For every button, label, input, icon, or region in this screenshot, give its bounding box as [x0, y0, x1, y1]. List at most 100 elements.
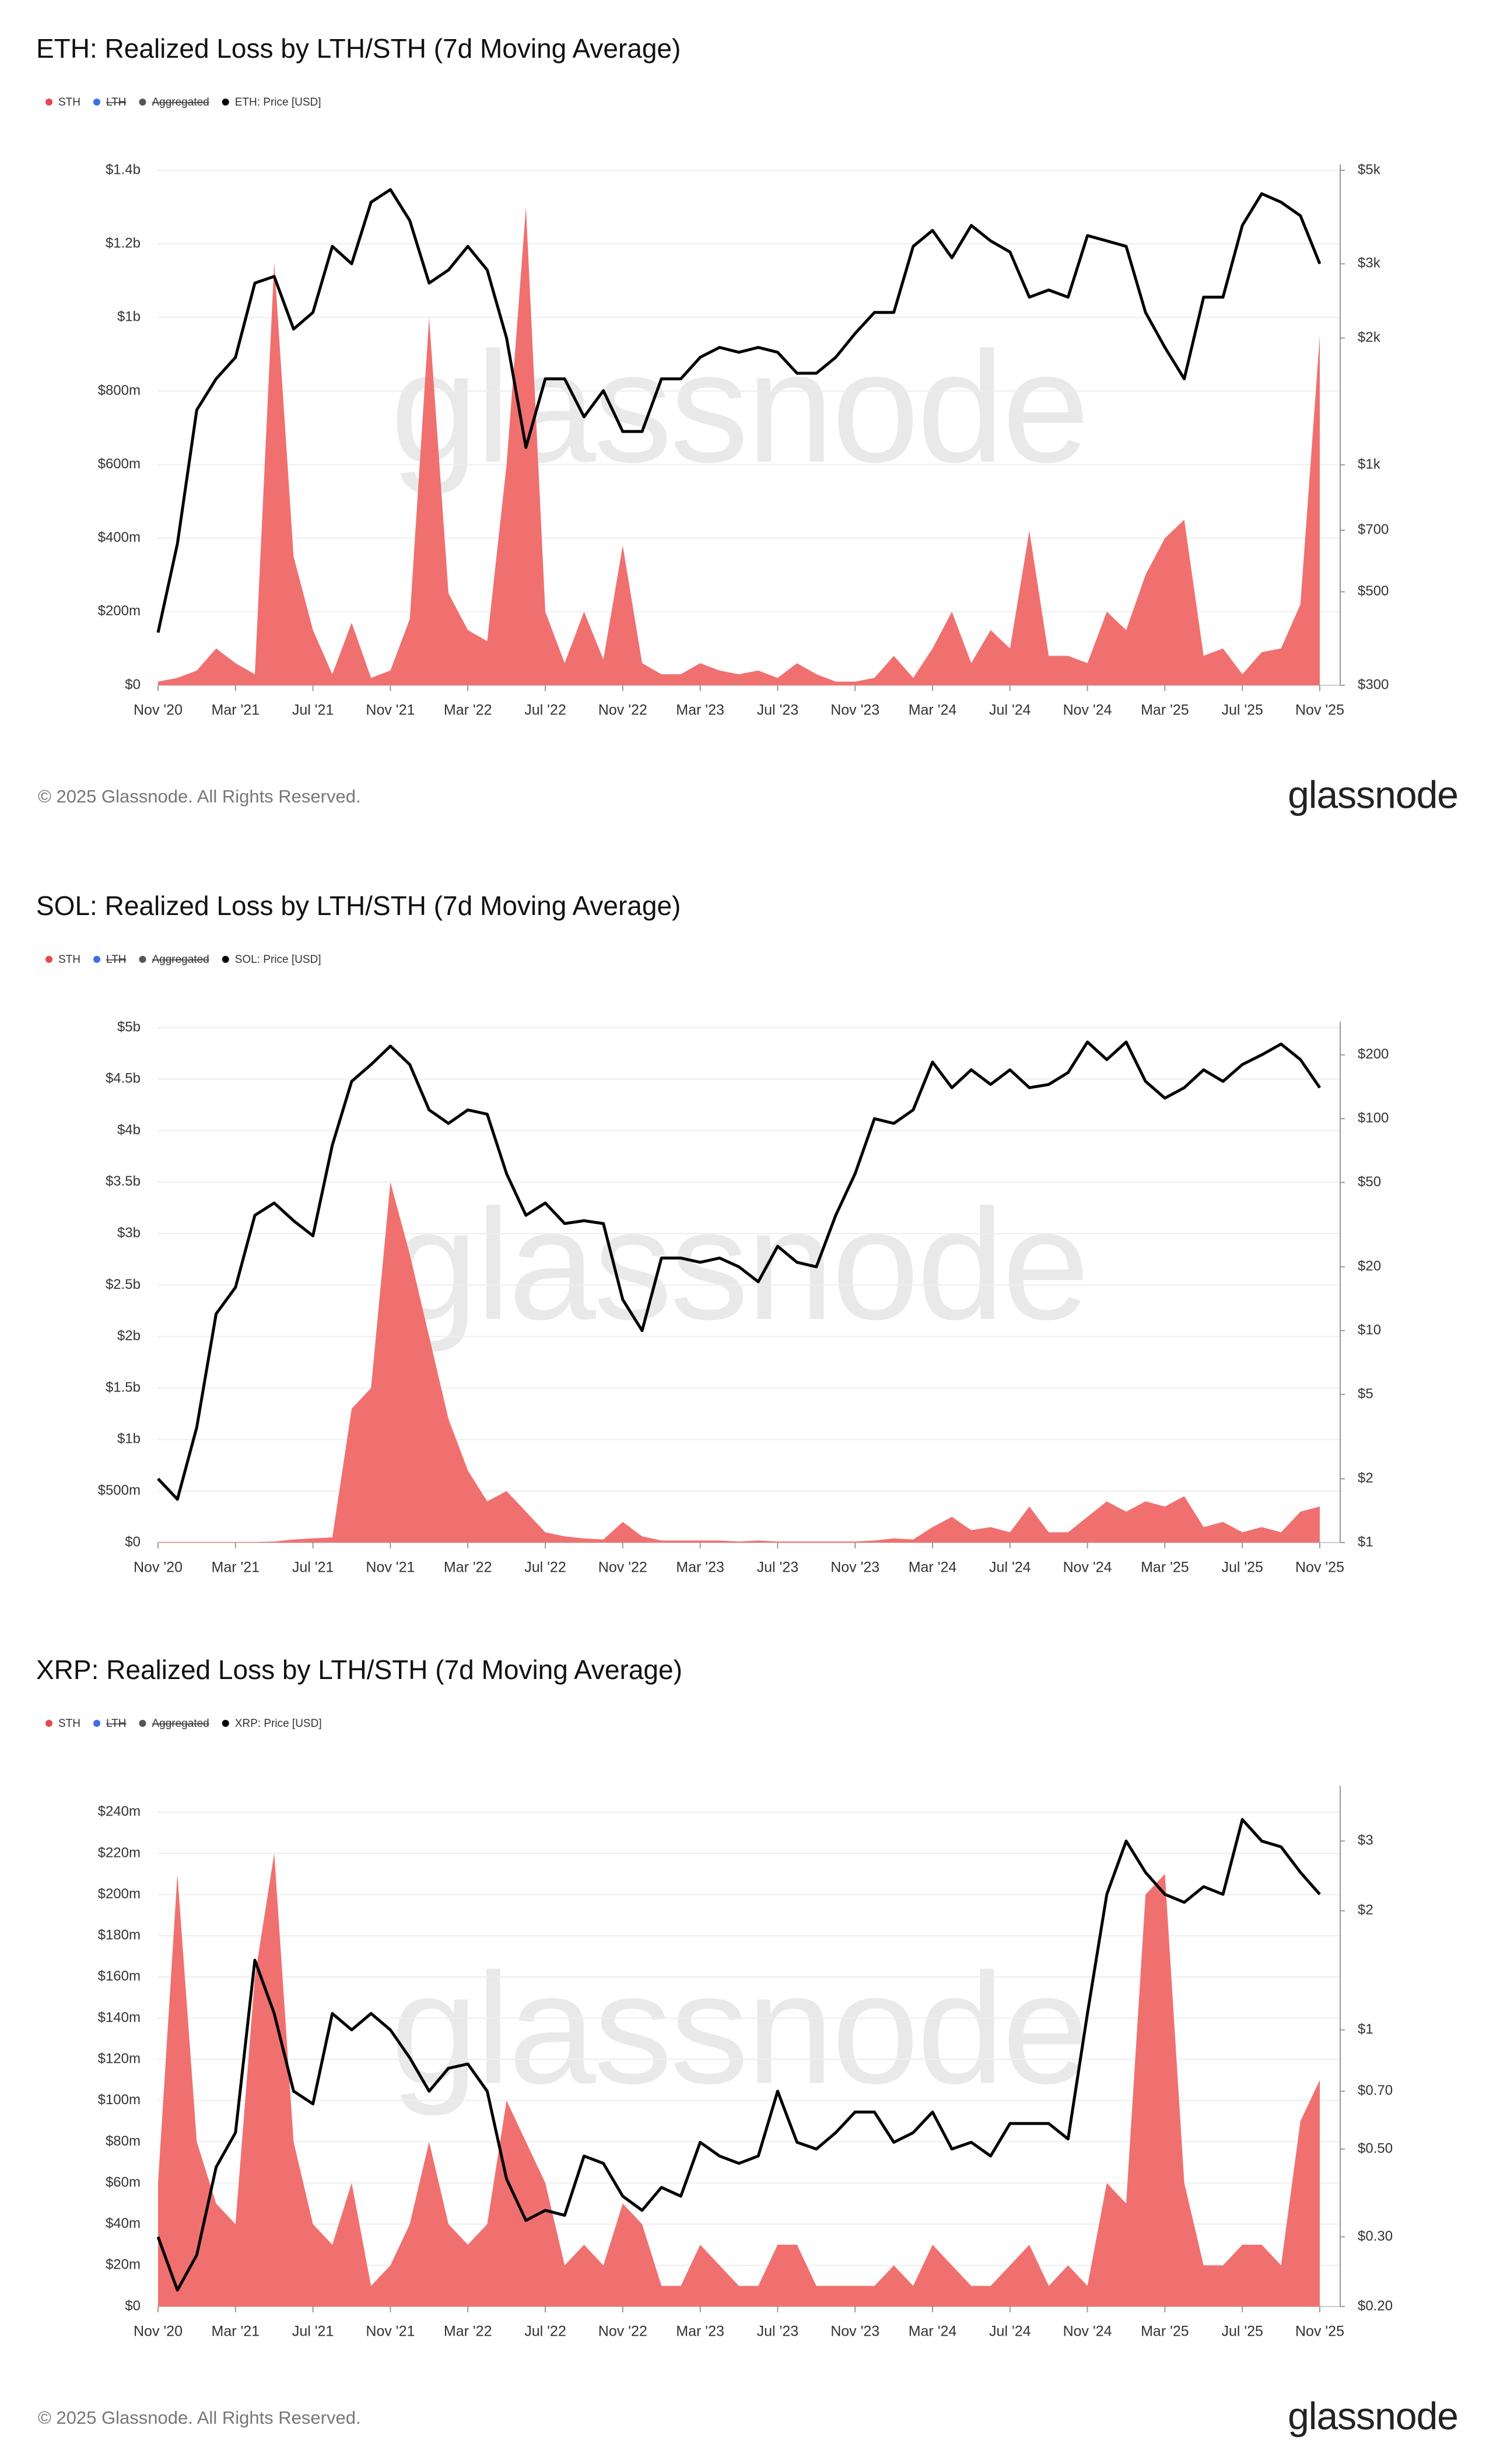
legend-marker — [45, 99, 52, 106]
x-tick-label: Mar '23 — [676, 2323, 724, 2340]
y2-tick-label: $50 — [1358, 1174, 1381, 1190]
y2-tick-label: $5k — [1358, 162, 1381, 177]
legend-marker — [139, 956, 146, 963]
y2-tick-label: $1 — [1358, 2021, 1373, 2037]
y-tick-label: $100m — [98, 2092, 141, 2108]
watermark: glassnode — [391, 1941, 1088, 2117]
chart-title: SOL: Realized Loss by LTH/STH (7d Moving… — [36, 891, 681, 921]
y-tick-label: $140m — [98, 2010, 141, 2025]
y-tick-label: $120m — [98, 2051, 141, 2067]
x-tick-label: Mar '24 — [909, 2323, 957, 2340]
legend-label: ETH: Price [USD] — [235, 96, 321, 108]
x-tick-label: Mar '23 — [676, 1559, 724, 1576]
y2-tick-label: $0.30 — [1358, 2228, 1393, 2244]
line-series — [156, 188, 1322, 633]
x-tick-label: Jul '25 — [1221, 1559, 1263, 1576]
x-tick-label: Jul '24 — [989, 1559, 1031, 1576]
x-tick-label: Nov '25 — [1295, 1559, 1344, 1576]
legend-marker — [222, 956, 229, 963]
y-tick-label: $3.5b — [106, 1173, 141, 1189]
y-tick-label: $40m — [106, 2216, 141, 2231]
y-tick-label: $200m — [98, 1886, 141, 1902]
x-tick-label: Mar '21 — [212, 702, 260, 718]
x-tick-label: Jul '25 — [1221, 2323, 1263, 2340]
x-tick-label: Mar '22 — [444, 1559, 492, 1576]
y-tick-label: $4.5b — [106, 1071, 141, 1086]
legend-label: SOL: Price [USD] — [235, 954, 321, 966]
x-tick-label: Mar '25 — [1141, 2323, 1189, 2340]
x-tick-label: Nov '20 — [134, 1559, 183, 1576]
legend-marker — [139, 1720, 146, 1727]
legend-marker — [45, 956, 52, 963]
x-tick-label: Jul '22 — [524, 1559, 566, 1576]
legend-label: XRP: Price [USD] — [235, 1718, 322, 1730]
x-tick-label: Jul '21 — [292, 1559, 334, 1576]
area-series — [158, 207, 1320, 686]
y2-tick-label: $0.50 — [1358, 2140, 1393, 2156]
y-tick-label: $1.4b — [106, 162, 141, 177]
y-tick-label: $0 — [125, 2298, 141, 2314]
x-tick-label: Nov '23 — [830, 2323, 879, 2340]
brand-logo: glassnode — [1288, 2394, 1458, 2437]
legend-marker — [93, 956, 100, 963]
x-tick-label: Mar '25 — [1141, 1559, 1189, 1576]
y2-tick-label: $2k — [1358, 330, 1381, 345]
y2-tick-label: $0.70 — [1358, 2083, 1393, 2098]
chart-title: XRP: Realized Loss by LTH/STH (7d Moving… — [36, 1655, 682, 1685]
x-tick-label: Jul '23 — [757, 1559, 798, 1576]
y2-tick-label: $200 — [1358, 1046, 1389, 1062]
y-tick-label: $220m — [98, 1845, 141, 1860]
y-tick-label: $160m — [98, 1968, 141, 1984]
x-tick-label: Mar '21 — [212, 1559, 260, 1576]
legend-marker — [93, 1720, 100, 1727]
chart-title: ETH: Realized Loss by LTH/STH (7d Moving… — [36, 33, 681, 64]
area-series — [158, 1853, 1320, 2307]
legend-marker — [139, 99, 146, 106]
copyright: © 2025 Glassnode. All Rights Reserved. — [38, 2407, 361, 2428]
legend-label: STH — [58, 1718, 80, 1730]
y-tick-label: $1b — [117, 309, 141, 325]
chart-panel: XRP: Realized Loss by LTH/STH (7d Moving… — [36, 1655, 1459, 2437]
x-tick-label: Jul '25 — [1221, 702, 1263, 718]
x-tick-label: Mar '24 — [909, 1559, 957, 1576]
legend-marker — [45, 1720, 52, 1727]
watermark: glassnode — [391, 1177, 1088, 1353]
chart-panel: ETH: Realized Loss by LTH/STH (7d Moving… — [36, 33, 1459, 816]
x-tick-label: Nov '21 — [366, 1559, 415, 1576]
x-tick-label: Nov '24 — [1063, 702, 1112, 718]
y2-tick-label: $0.20 — [1358, 2298, 1393, 2314]
x-tick-label: Nov '23 — [830, 702, 879, 718]
x-tick-label: Jul '21 — [292, 2323, 334, 2340]
y2-tick-label: $10 — [1358, 1322, 1381, 1338]
legend-marker — [222, 1720, 229, 1727]
x-tick-label: Mar '22 — [444, 702, 492, 718]
area-series — [158, 1182, 1320, 1543]
copyright: © 2025 Glassnode. All Rights Reserved. — [38, 786, 361, 807]
x-tick-label: Jul '23 — [757, 2323, 798, 2340]
legend-label: STH — [58, 954, 80, 966]
y-tick-label: $4b — [117, 1122, 141, 1138]
y-tick-label: $0 — [125, 677, 141, 692]
y2-tick-label: $1k — [1358, 456, 1381, 472]
brand-logo: glassnode — [1288, 773, 1458, 816]
y2-tick-label: $2 — [1358, 1902, 1373, 1918]
y2-tick-label: $300 — [1358, 677, 1389, 692]
x-tick-label: Jul '24 — [989, 702, 1031, 718]
x-tick-label: Mar '22 — [444, 2323, 492, 2340]
y-tick-label: $60m — [106, 2174, 141, 2190]
watermark: glassnode — [391, 320, 1088, 496]
y-tick-label: $2b — [117, 1328, 141, 1344]
x-tick-label: Nov '22 — [598, 2323, 647, 2340]
x-tick-label: Mar '21 — [212, 2323, 260, 2340]
x-tick-label: Nov '25 — [1295, 2323, 1344, 2340]
y-tick-label: $800m — [98, 383, 141, 398]
y-tick-label: $600m — [98, 456, 141, 472]
x-tick-label: Nov '22 — [598, 702, 647, 718]
line-series — [157, 1040, 1322, 1501]
line-series — [156, 1818, 1321, 2292]
y2-tick-label: $2 — [1358, 1470, 1373, 1486]
y-tick-label: $1.2b — [106, 235, 141, 251]
y2-tick-label: $5 — [1358, 1386, 1373, 1401]
